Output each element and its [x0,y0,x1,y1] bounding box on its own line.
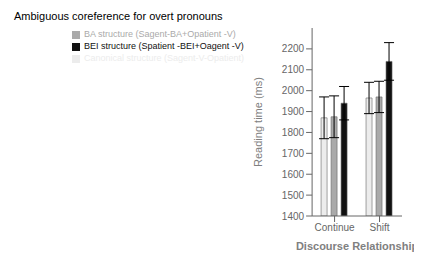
svg-text:1400: 1400 [282,211,305,222]
html-text:BEI structure (Spatient -BEI+O: BEI structure (Spatient -BEI+Oagent -V) [84,41,244,51]
svg-text:1800: 1800 [282,127,305,138]
svg-text:1500: 1500 [282,190,305,201]
svg-text:Reading time (ms): Reading time (ms) [252,77,264,167]
svg-text:1700: 1700 [282,148,305,159]
svg-text:1900: 1900 [282,106,305,117]
svg-text:2200: 2200 [282,43,305,54]
html-text:BA structure (Sagent-BA+Opatie: BA structure (Sagent-BA+Opatient -V) [84,29,236,39]
svg-text:2100: 2100 [282,64,305,75]
svg-text:Discourse Relationship: Discourse Relationship [296,240,414,252]
html-text:Canonical structure (Sagent-V-: Canonical structure (Sagent-V-Opatient) [84,53,245,63]
svg-text:Shift: Shift [370,222,390,233]
svg-text:2000: 2000 [282,85,305,96]
svg-text:Continue: Continue [315,222,355,233]
html-text:Ambiguous coreference for over: Ambiguous coreference for overt pronouns [14,10,223,22]
svg-text:1600: 1600 [282,169,305,180]
